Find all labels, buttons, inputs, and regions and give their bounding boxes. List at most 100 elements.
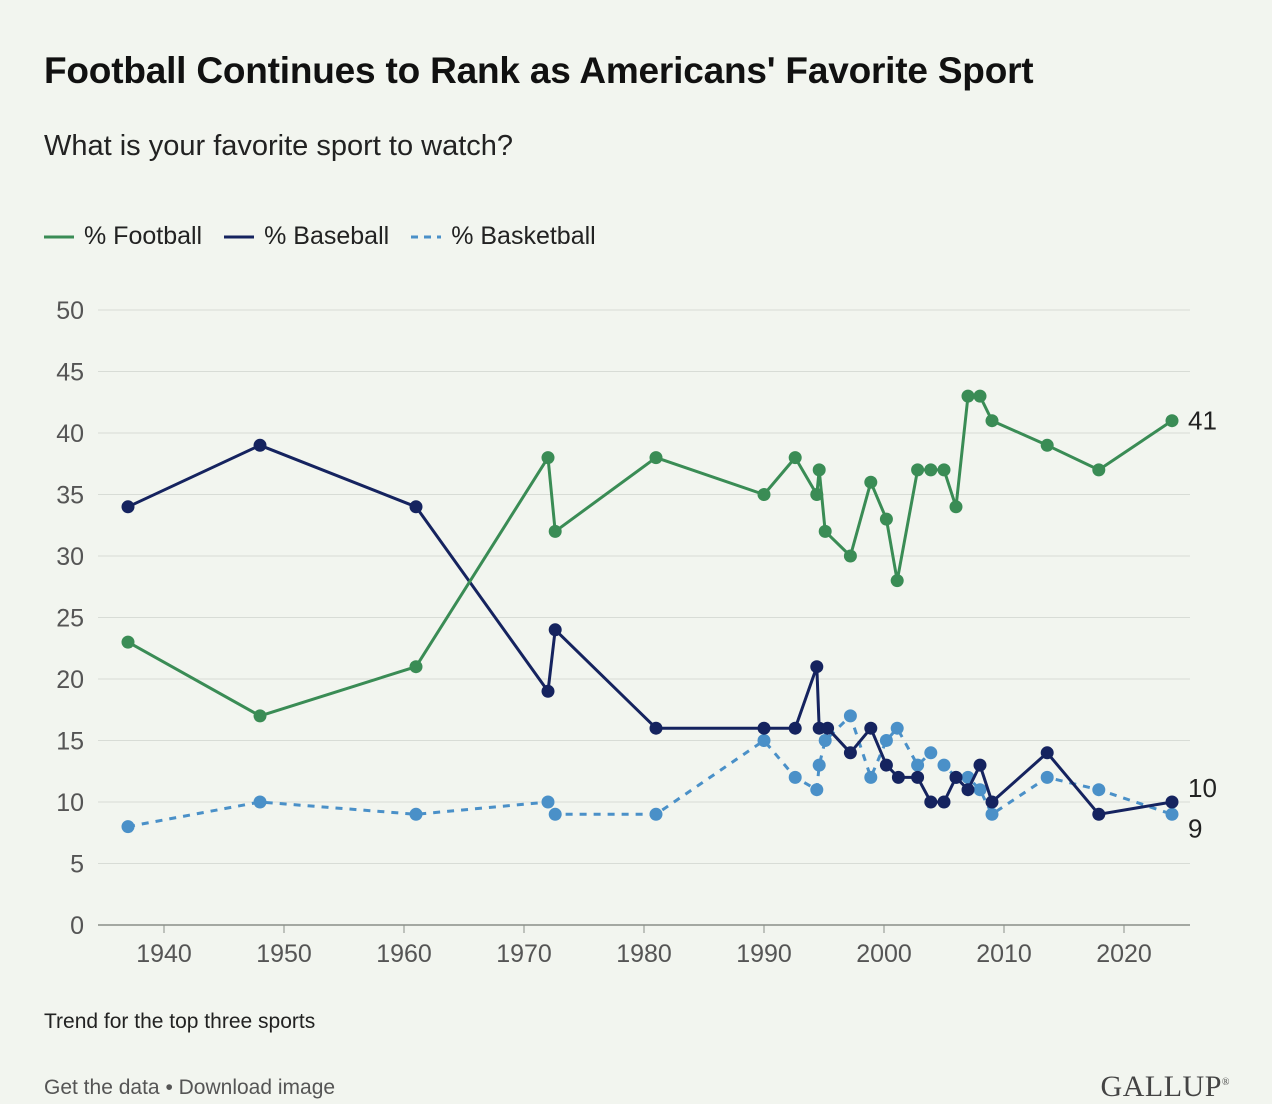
x-tick-label: 1940	[136, 940, 192, 968]
legend-swatch-football	[44, 235, 74, 238]
get-data-link[interactable]: Get the data	[44, 1076, 160, 1099]
data-point-football	[985, 414, 999, 428]
y-tick-label: 15	[56, 728, 84, 756]
data-point-baseball	[911, 770, 925, 784]
data-point-baseball	[821, 721, 835, 735]
data-point-baseball	[757, 721, 771, 735]
y-tick-label: 50	[56, 297, 84, 325]
data-point-baseball	[548, 623, 562, 637]
data-point-football	[949, 500, 963, 514]
gallup-logo: GALLUP®	[1101, 1070, 1230, 1104]
x-tick-label: 2010	[976, 940, 1032, 968]
data-point-baseball	[121, 500, 135, 514]
legend-label-basketball: % Basketball	[451, 222, 596, 250]
y-tick-label: 40	[56, 420, 84, 448]
data-point-football	[818, 524, 832, 538]
data-point-baseball	[253, 438, 267, 452]
y-tick-label: 25	[56, 605, 84, 633]
end-label-football: 41	[1188, 406, 1217, 436]
data-point-football	[788, 451, 802, 465]
data-point-basketball	[973, 783, 987, 797]
data-point-football	[121, 635, 135, 649]
legend: % Football % Baseball % Basketball	[44, 222, 596, 251]
y-tick-label: 5	[70, 851, 84, 879]
data-point-baseball	[985, 795, 999, 809]
data-point-football	[757, 488, 771, 501]
data-point-football	[548, 524, 562, 538]
data-point-basketball	[1092, 783, 1106, 797]
data-point-basketball	[788, 770, 802, 784]
chart-subtitle: What is your favorite sport to watch?	[44, 130, 514, 162]
legend-item-basketball: % Basketball	[411, 222, 596, 251]
data-point-football	[911, 463, 925, 477]
data-point-baseball	[961, 783, 975, 797]
data-point-basketball	[890, 721, 904, 735]
y-tick-label: 10	[56, 789, 84, 817]
data-point-baseball	[864, 721, 878, 735]
data-point-football	[924, 463, 938, 477]
line-chart: 0 5 10 15 20 25 30 35 40 45 50 1940 1950 1960 1970 1980…	[56, 297, 1217, 968]
data-point-football	[1092, 463, 1106, 477]
series-line-basketball	[127, 714, 1173, 829]
data-point-baseball	[649, 721, 663, 735]
data-point-baseball	[1092, 807, 1106, 821]
data-point-basketball	[843, 709, 857, 723]
legend-item-baseball: % Baseball	[224, 222, 389, 251]
legend-item-football: % Football	[44, 222, 202, 251]
y-tick-label: 0	[70, 912, 84, 940]
data-point-basketball	[985, 807, 999, 821]
data-point-baseball	[843, 746, 857, 760]
data-point-basketball	[757, 734, 771, 747]
data-point-baseball	[1040, 746, 1054, 760]
data-point-football	[812, 463, 826, 477]
data-point-basketball	[409, 807, 423, 821]
data-point-baseball	[1165, 795, 1179, 809]
data-point-baseball	[973, 758, 987, 772]
data-point-baseball	[924, 795, 938, 809]
data-point-basketball	[253, 795, 267, 809]
data-point-football	[253, 709, 267, 723]
legend-label-baseball: % Baseball	[264, 222, 390, 250]
data-point-baseball	[879, 758, 893, 772]
data-point-football	[541, 451, 555, 465]
data-point-basketball	[911, 758, 925, 772]
x-tick-label: 1950	[256, 940, 312, 968]
data-point-basketball	[541, 795, 555, 809]
x-tick-label: 2020	[1096, 940, 1152, 968]
data-point-football	[843, 549, 857, 563]
legend-swatch-basketball	[411, 235, 442, 238]
data-point-football	[937, 463, 951, 477]
download-image-link[interactable]: Download image	[178, 1076, 336, 1099]
data-point-football	[810, 488, 824, 501]
data-point-basketball	[121, 820, 135, 834]
data-point-football	[879, 512, 893, 526]
data-point-baseball	[937, 795, 951, 809]
data-point-football	[890, 574, 904, 588]
data-point-baseball	[810, 660, 824, 674]
data-point-football	[973, 389, 987, 403]
y-tick-label: 30	[56, 543, 84, 571]
registered-mark: ®	[1221, 1077, 1230, 1088]
y-tick-label: 20	[56, 666, 84, 694]
legend-label-football: % Football	[84, 222, 203, 250]
end-label-basketball: 9	[1188, 813, 1202, 843]
data-point-baseball	[541, 684, 555, 698]
link-separator: •	[165, 1076, 173, 1099]
data-point-basketball	[1040, 770, 1054, 784]
end-label-baseball: 10	[1188, 773, 1217, 803]
x-tick-label: 2000	[856, 940, 912, 968]
footer-links: Get the data • Download image	[44, 1076, 335, 1100]
gallup-logo-text: GALLUP	[1100, 1070, 1222, 1103]
data-point-baseball	[891, 770, 905, 784]
legend-swatch-baseball	[224, 235, 255, 238]
y-tick-label: 35	[56, 482, 84, 510]
series-line-baseball	[127, 443, 1173, 816]
data-point-basketball	[548, 807, 562, 821]
data-point-baseball	[788, 721, 802, 735]
data-point-basketball	[812, 758, 826, 772]
data-point-football	[864, 475, 878, 489]
x-tick-label: 1960	[376, 940, 432, 968]
data-point-football	[1165, 414, 1179, 428]
chart-title: Football Continues to Rank as Americans'…	[44, 50, 1034, 91]
data-point-basketball	[649, 807, 663, 821]
